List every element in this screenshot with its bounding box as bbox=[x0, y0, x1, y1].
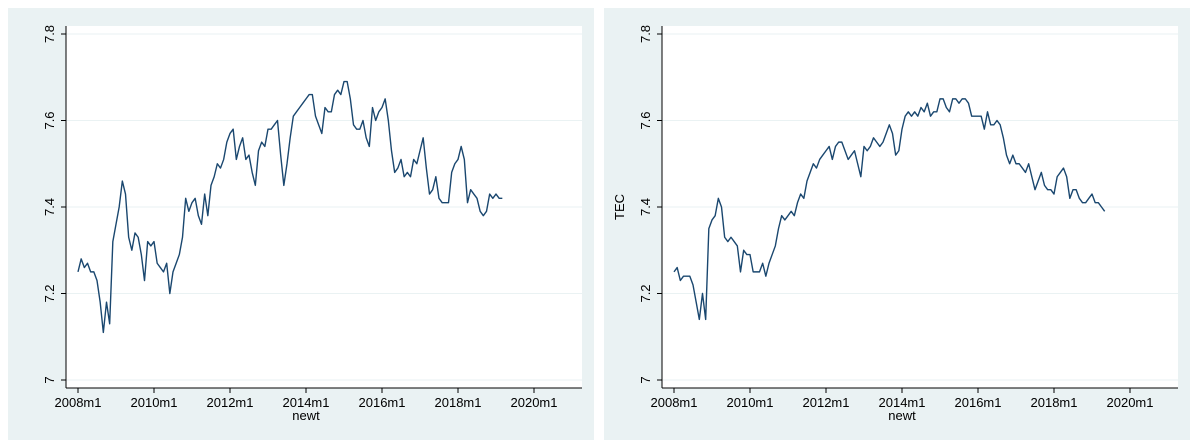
x-tick-label: 2010m1 bbox=[131, 395, 178, 410]
series-line bbox=[673, 98, 1106, 321]
y-tick-label: 7 bbox=[42, 376, 57, 383]
chart-panel-left: 7 7.2 7.4 7.6 7.8 2008m1 2010m1 2012m1 2014m1 201… bbox=[8, 8, 594, 440]
y-tick-label: 7.4 bbox=[638, 198, 653, 216]
y-tick-label: 7.6 bbox=[42, 111, 57, 129]
x-tick-label: 2018m1 bbox=[1031, 395, 1078, 410]
x-tick-label: 2020m1 bbox=[511, 395, 558, 410]
x-tick-label: 2012m1 bbox=[207, 395, 254, 410]
x-tick-label: 2010m1 bbox=[727, 395, 774, 410]
line-chart-right: 7 7.2 7.4 7.6 7.8 2008m1 2010m1 2012m1 2014m1 201… bbox=[612, 25, 1178, 423]
chart-panel-right: 7 7.2 7.4 7.6 7.8 2008m1 2010m1 2012m1 2014m1 201… bbox=[604, 8, 1190, 440]
x-tick-label: 2014m1 bbox=[879, 395, 926, 410]
y-tick-label: 7.6 bbox=[638, 111, 653, 129]
x-tick-label: 2018m1 bbox=[435, 395, 482, 410]
x-tick-label: 2008m1 bbox=[651, 395, 698, 410]
x-axis-title: newt bbox=[888, 408, 916, 423]
x-tick-label: 2020m1 bbox=[1107, 395, 1154, 410]
series-line bbox=[77, 80, 503, 334]
y-tick-label: 7.2 bbox=[638, 284, 653, 302]
x-tick-label: 2016m1 bbox=[359, 395, 406, 410]
y-tick-label: 7.8 bbox=[638, 25, 653, 43]
y-tick-label: 7 bbox=[638, 376, 653, 383]
y-tick-label: 7.2 bbox=[42, 284, 57, 302]
x-tick-label: 2012m1 bbox=[803, 395, 850, 410]
x-tick-label: 2014m1 bbox=[283, 395, 330, 410]
line-chart-left: 7 7.2 7.4 7.6 7.8 2008m1 2010m1 2012m1 2014m1 201… bbox=[42, 25, 582, 423]
y-axis-title: TEC bbox=[612, 194, 627, 220]
y-tick-label: 7.8 bbox=[42, 25, 57, 43]
x-tick-label: 2016m1 bbox=[955, 395, 1002, 410]
y-tick-label: 7.4 bbox=[42, 198, 57, 216]
x-tick-label: 2008m1 bbox=[55, 395, 102, 410]
x-axis-title: newt bbox=[292, 408, 320, 423]
